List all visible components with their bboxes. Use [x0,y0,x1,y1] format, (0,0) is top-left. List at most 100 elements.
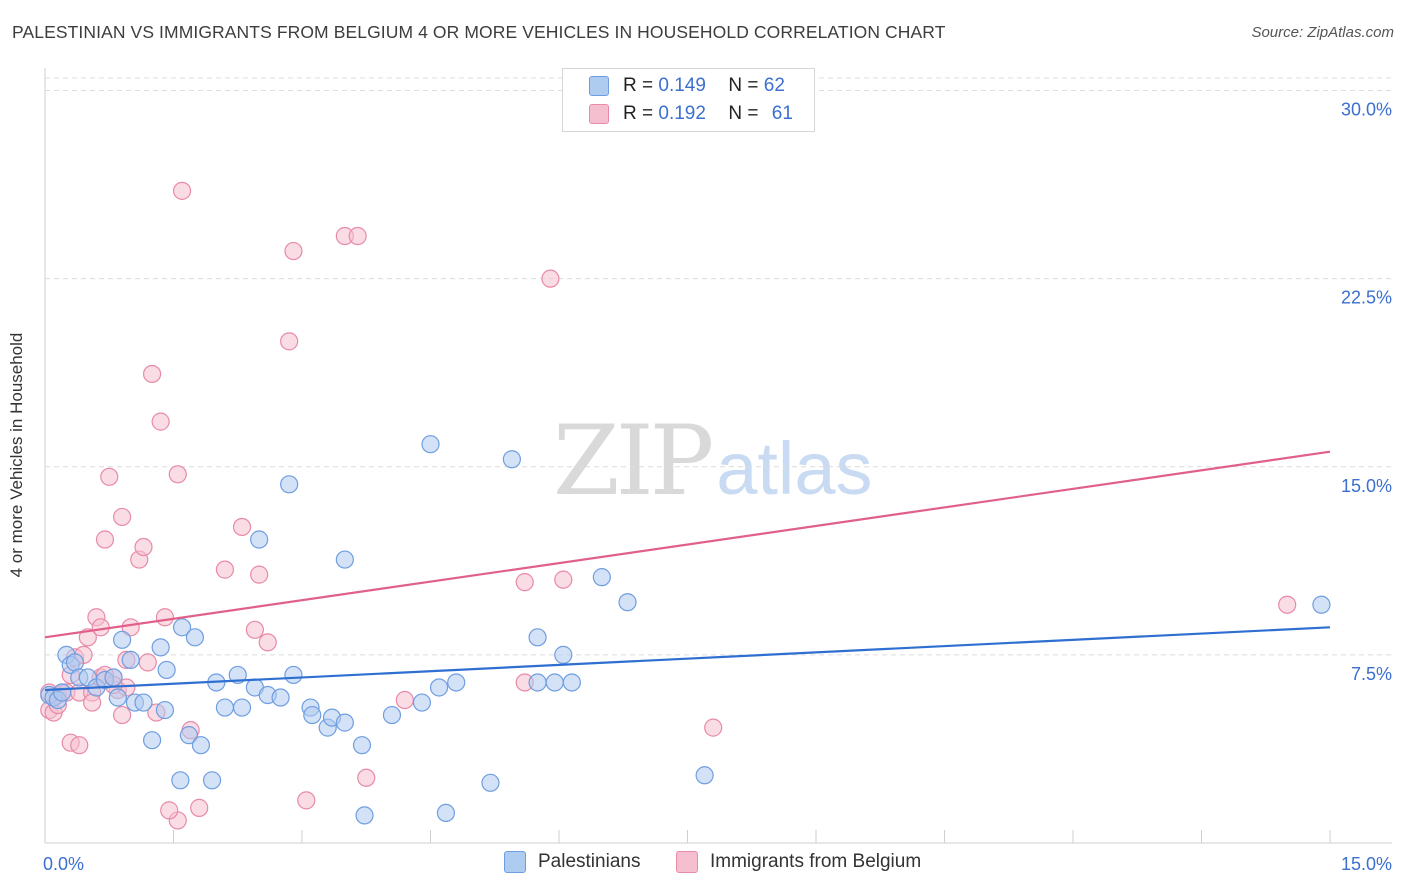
point-palestinians [436,803,456,823]
point-belgium [70,736,89,755]
point-belgium [190,798,209,817]
point-palestinians [65,653,85,672]
point-belgium [250,565,269,584]
point-belgium [134,537,153,557]
tick-labels: 7.5% 15.0% 22.5% 30.0% 0.0% 15.0% [43,100,1392,874]
point-palestinians [695,766,714,785]
point-palestinians [121,650,140,670]
point-palestinians [53,683,72,702]
legend-swatch-pink [589,104,609,124]
point-belgium [160,801,179,820]
bottom-legend-swatch-pink [676,851,698,873]
point-belgium [95,530,115,549]
legend-row-belgium: R = 0.192 N = 61 [589,101,793,127]
point-palestinians [191,736,211,755]
point-palestinians [429,678,449,697]
y-tick-label: 22.5% [1341,288,1392,308]
point-palestinians [151,638,170,657]
point-palestinians [352,736,372,755]
point-belgium [91,618,110,637]
point-belgium [83,693,102,712]
point-belgium [541,269,560,288]
point-palestinians [382,705,402,725]
point-belgium [515,573,534,592]
legend-box: R = 0.149 N = 62 R = 0.192 N = 61 [562,68,815,132]
bottom-legend-label: Palestinians [538,851,641,872]
point-palestinians [284,665,303,685]
source-label: Source: ZipAtlas.com [1251,24,1394,41]
trend-line-palestinians [44,626,1331,692]
point-palestinians [481,773,500,792]
point-palestinians [528,628,547,647]
y-tick-label: 15.0% [1341,476,1392,496]
point-belgium [554,570,573,589]
legend-row-palestinians: R = 0.149 N = 62 [589,73,785,99]
legend-r-label: R = [623,75,654,96]
y-tick-label: 30.0% [1341,100,1392,120]
point-belgium [112,705,132,725]
point-palestinians [232,698,252,717]
point-palestinians [502,450,521,469]
point-palestinians [134,693,153,712]
point-belgium [348,226,367,246]
legend-n-label: N = [728,103,759,124]
chart-title: PALESTINIAN VS IMMIGRANTS FROM BELGIUM 4… [12,22,946,42]
point-belgium [155,608,175,627]
point-belgium [78,628,97,647]
point-belgium [245,620,264,639]
point-palestinians [172,618,192,637]
point-belgium [168,465,187,484]
point-palestinians [355,806,374,825]
point-belgium [151,412,170,431]
point-palestinians [112,630,132,649]
legend-r-value: 0.192 [658,103,706,124]
point-belgium [100,467,119,486]
point-belgium [357,768,376,787]
point-belgium [395,690,414,710]
legend-n-value: 62 [763,75,785,96]
point-palestinians [545,673,564,692]
bottom-legend-palestinians: Palestinians [504,851,640,873]
point-palestinians [618,593,637,612]
legend-r-value: 0.149 [658,75,706,96]
point-palestinians [155,700,175,720]
point-palestinians [185,628,205,647]
trend-line-belgium [44,450,1331,639]
point-palestinians [280,475,299,494]
point-palestinians [250,530,269,549]
point-palestinians [271,688,290,707]
point-palestinians [335,550,354,569]
point-palestinians [228,665,247,685]
point-palestinians [303,705,322,725]
legend-n-value: 61 [771,103,793,124]
bottom-legend-swatch-blue [504,851,526,873]
point-palestinians [592,568,611,587]
point-belgium [121,618,140,637]
bottom-legend-label: Immigrants from Belgium [710,851,922,872]
series-belgium-points [40,181,1297,830]
series-palestinians-points [40,435,1331,825]
trend-lines [44,450,1331,692]
point-belgium [112,507,132,527]
point-belgium [297,791,316,810]
point-palestinians [528,673,547,692]
point-palestinians [108,688,127,707]
point-belgium [280,332,299,351]
point-belgium [258,633,277,652]
point-palestinians [562,673,581,692]
point-palestinians [447,673,466,692]
point-palestinians [412,693,432,712]
y-tick-label: 7.5% [1351,664,1392,684]
point-palestinians [421,435,440,454]
point-belgium [138,653,157,672]
bottom-legend-belgium: Immigrants from Belgium [676,851,921,873]
point-palestinians [104,668,123,687]
grid-lines [45,77,1392,656]
point-palestinians [554,645,573,664]
point-palestinians [335,713,354,732]
x-tick-label: 15.0% [1341,854,1392,874]
point-palestinians [179,726,199,745]
bottom-legend: Palestinians Immigrants from Belgium [0,851,1406,877]
x-tick-label: 0.0% [43,854,84,874]
